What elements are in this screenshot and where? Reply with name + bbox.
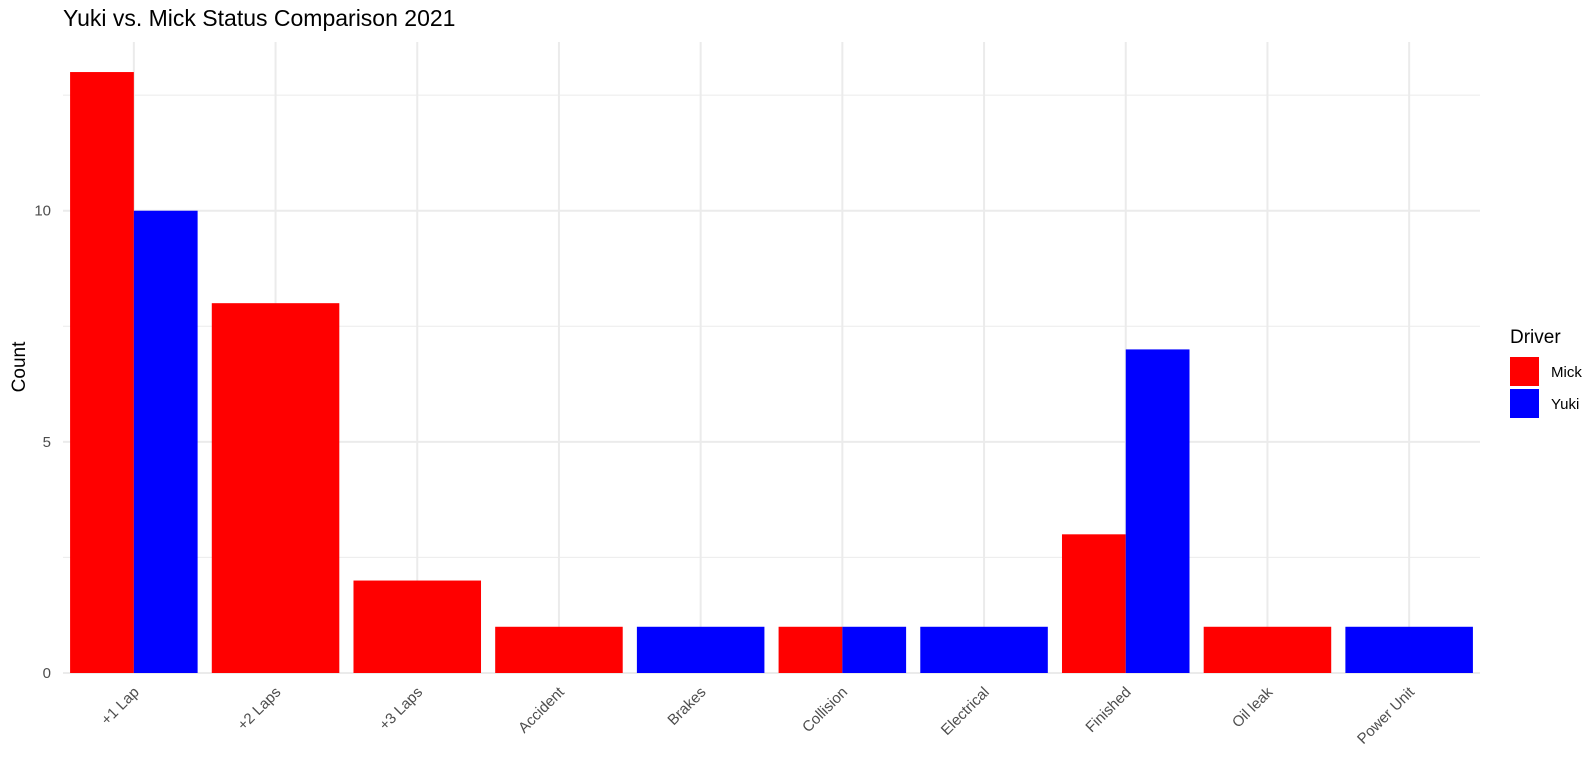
- y-axis-ticks: 0 5 10: [34, 203, 51, 682]
- y-axis-title: Count: [9, 341, 30, 392]
- x-tick-label: Power Unit: [1354, 683, 1418, 747]
- x-tick-label: Electrical: [938, 684, 993, 739]
- bar-yuki-brakes: [636, 626, 765, 673]
- x-tick-label: +3 Laps: [376, 684, 426, 734]
- bar-mick-accident: [495, 626, 623, 673]
- bar-mick-oil-leak: [1203, 626, 1332, 673]
- bar-mick-1-lap: [70, 72, 134, 674]
- legend: Driver Mick Yuki: [1510, 327, 1582, 418]
- bar-yuki-collision: [842, 626, 907, 673]
- bar-mick-2-laps: [211, 303, 340, 673]
- bar-yuki-finished: [1125, 349, 1190, 673]
- x-tick-label: Accident: [515, 683, 568, 736]
- legend-swatch-yuki: [1510, 389, 1539, 418]
- bar-mick-finished: [1061, 534, 1126, 673]
- bar-yuki-electrical: [920, 626, 1048, 673]
- x-tick-label: +2 Laps: [234, 684, 284, 734]
- x-tick-label: Collision: [799, 684, 851, 736]
- x-axis-ticks: +1 Lap +2 Laps +3 Laps Accident Brakes Collis…: [98, 683, 1419, 747]
- bar-mick-collision: [778, 626, 843, 673]
- x-tick-label: +1 Lap: [98, 684, 143, 729]
- legend-title: Driver: [1510, 327, 1561, 348]
- x-tick-label: Oil leak: [1229, 683, 1277, 731]
- y-tick-label: 0: [43, 665, 51, 682]
- x-tick-label: Brakes: [664, 684, 709, 729]
- legend-label-yuki: Yuki: [1551, 396, 1579, 413]
- bar-yuki-1-lap: [133, 210, 198, 673]
- x-tick-label: Finished: [1082, 684, 1134, 736]
- bar-yuki-power-unit: [1345, 626, 1473, 673]
- bars: [70, 72, 1473, 674]
- legend-label-mick: Mick: [1551, 364, 1582, 381]
- legend-items: Mick Yuki: [1510, 357, 1582, 418]
- bar-mick-3-laps: [353, 580, 482, 673]
- y-tick-label: 5: [43, 434, 51, 451]
- y-tick-label: 10: [34, 203, 51, 220]
- chart-title: Yuki vs. Mick Status Comparison 2021: [63, 5, 455, 31]
- legend-swatch-mick: [1510, 357, 1539, 386]
